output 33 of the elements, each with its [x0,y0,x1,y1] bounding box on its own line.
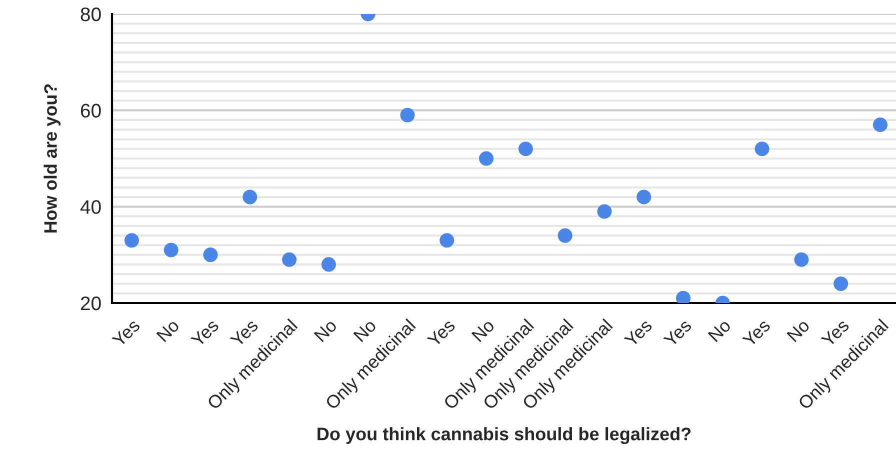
point [164,242,178,258]
y-axis-title: How old are you? [44,84,61,233]
point [518,142,533,156]
point [872,118,888,132]
x-tick-label: Yes [426,318,456,348]
x-tick-label: Yes [190,318,220,348]
x-tick-label: No [786,318,810,342]
point [400,108,415,122]
point [636,190,652,204]
point [794,252,809,267]
point [440,233,454,248]
point [282,252,297,267]
point [558,228,572,243]
point [242,190,258,204]
x-tick-label: No [708,318,732,342]
x-tick-label: Yes [112,318,141,348]
y-tick-label: 20 [80,296,101,310]
point [834,276,848,292]
point [597,204,612,219]
x-tick-label: Yes [624,318,653,348]
y-tick-label: 60 [80,104,101,118]
x-tick-label: Yes [742,318,771,348]
y-tick-label: 40 [80,200,101,214]
point [321,257,336,272]
point [478,151,494,166]
point [124,233,139,248]
x-tick-label: No [314,318,338,342]
point [754,142,770,156]
x-tick-label: No [156,318,180,342]
x-tick-label: Yes [663,318,692,348]
x-axis-title: Do you think cannabis should be legalized? [318,427,691,444]
y-tick-label: 80 [80,7,101,22]
point [203,248,218,262]
